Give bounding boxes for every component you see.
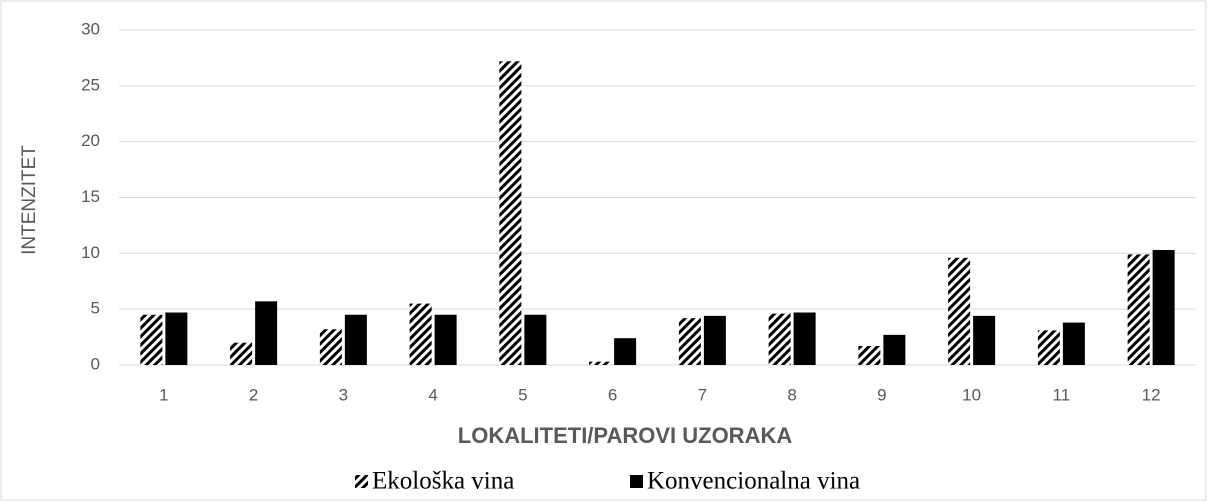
- bar: [1127, 254, 1150, 365]
- legend-label: Konvencionalna vina: [647, 468, 860, 495]
- bar: [589, 361, 612, 365]
- bar: [858, 346, 881, 365]
- bar: [793, 312, 816, 365]
- x-tick-label: 10: [962, 385, 981, 404]
- y-tick-label: 20: [81, 131, 100, 150]
- y-axis-label: INTENZITET: [19, 145, 40, 255]
- y-tick-label: 5: [91, 299, 100, 318]
- bar: [344, 314, 367, 365]
- x-tick-label: 7: [698, 385, 707, 404]
- x-tick-label: 11: [1053, 385, 1071, 404]
- y-tick-label: 10: [81, 243, 100, 262]
- bar: [524, 314, 547, 365]
- bar: [140, 314, 163, 365]
- y-tick-label: 15: [81, 187, 100, 206]
- bar: [973, 315, 996, 365]
- legend-swatch: [355, 475, 368, 488]
- x-tick-label: 1: [159, 385, 168, 404]
- bar: [434, 314, 457, 365]
- x-tick-label: 8: [787, 385, 796, 404]
- bar: [319, 329, 342, 365]
- x-tick-label: 3: [339, 385, 348, 404]
- bar: [703, 315, 726, 365]
- bar: [1037, 330, 1060, 365]
- x-tick-label: 9: [877, 385, 886, 404]
- bar: [678, 318, 701, 365]
- bar: [409, 303, 432, 365]
- y-tick-label: 0: [91, 354, 100, 373]
- bar: [1152, 249, 1175, 365]
- y-tick-label: 25: [81, 75, 100, 94]
- bar: [883, 334, 906, 365]
- bar: [614, 338, 637, 365]
- x-tick-label: 5: [518, 385, 527, 404]
- legend-label: Ekološka vina: [372, 468, 514, 495]
- x-tick-label: 6: [608, 385, 617, 404]
- x-tick-label: 12: [1142, 385, 1161, 404]
- x-axis-label: LOKALITETI/PAROVI UZORAKA: [458, 423, 793, 448]
- bar: [499, 61, 522, 366]
- legend-swatch: [630, 475, 643, 488]
- bar: [230, 342, 253, 365]
- bar: [948, 257, 971, 365]
- bar: [768, 313, 791, 365]
- bar: [255, 301, 278, 365]
- y-tick-label: 30: [81, 19, 100, 38]
- x-tick-label: 4: [428, 385, 437, 404]
- bar: [165, 312, 188, 365]
- bar: [1062, 322, 1085, 365]
- x-tick-label: 2: [249, 385, 258, 404]
